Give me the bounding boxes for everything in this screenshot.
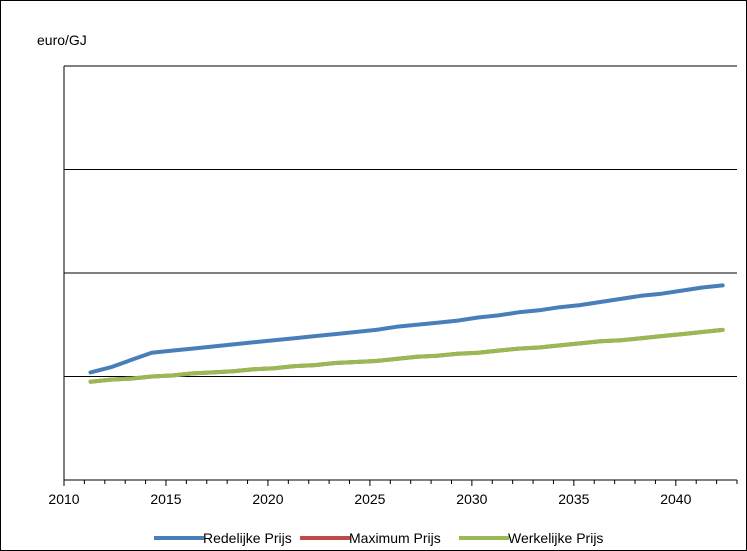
legend-label-2: Werkelijke Prijs [508, 530, 603, 546]
gridlines [64, 65, 737, 377]
legend: Redelijke Prijs Maximum Prijs Werkelijke P… [154, 530, 603, 546]
x-tick-label-2015: 2015 [150, 491, 181, 507]
x-tick-label-2010: 2010 [48, 491, 79, 507]
series-line-2 [88, 327, 725, 384]
axes: 2010 2015 2020 2025 2030 2035 2040 [48, 66, 738, 507]
legend-label-1: Maximum Prijs [349, 530, 441, 546]
x-tick-label-2020: 2020 [252, 491, 283, 507]
series-lines [88, 283, 725, 384]
x-tick-label-2040: 2040 [660, 491, 691, 507]
x-tick-label-2030: 2030 [456, 491, 487, 507]
unit-label: euro/GJ [37, 32, 87, 48]
x-tick-label-2035: 2035 [558, 491, 589, 507]
x-tick-label-2025: 2025 [354, 491, 385, 507]
series-line-0 [88, 283, 725, 375]
legend-label-0: Redelijke Prijs [203, 530, 292, 546]
